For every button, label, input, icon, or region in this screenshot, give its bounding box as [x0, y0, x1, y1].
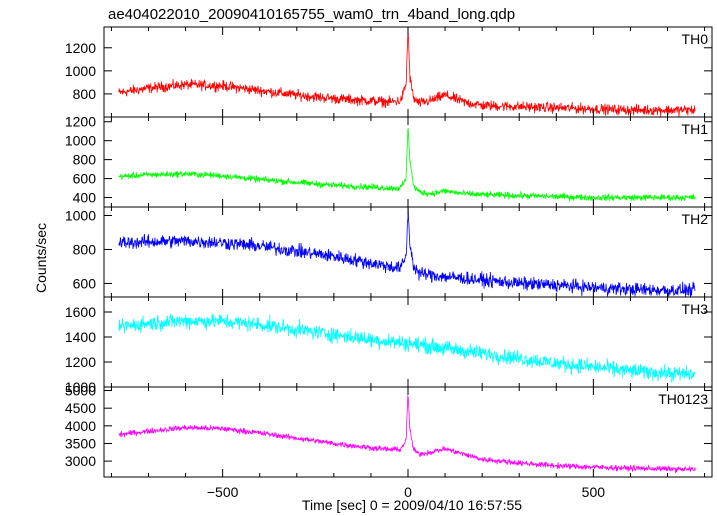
panel-frame: [103, 296, 713, 388]
x-axis-label: Time [sec] 0 = 2009/04/10 16:57:55: [302, 497, 522, 513]
series-th0123-line: [118, 394, 696, 473]
y-tick-label: 4500: [65, 400, 96, 416]
panel-th1: 400 600 800 1000 1200 TH1: [65, 114, 713, 208]
panel-label-th3: TH3: [682, 301, 709, 317]
x-tick-label: 500: [582, 484, 606, 500]
y-tick-label: 3500: [65, 435, 96, 451]
y-tick-label: 1000: [65, 207, 96, 223]
panels-group: 800 1000 1200 TH0 400 600 800 1000 1200 TH1 600 800…: [65, 26, 713, 500]
panel-th2: 600 800 1000 TH2: [65, 206, 713, 298]
y-tick-label: 1200: [65, 354, 96, 370]
panel-label-th0: TH0: [682, 31, 709, 47]
x-tick-label: −500: [207, 484, 239, 500]
x-tick-label: 0: [404, 484, 412, 500]
y-tick-label: 800: [73, 152, 97, 168]
chart-title: ae404022010_20090410165755_wam0_trn_4ban…: [108, 6, 515, 23]
y-tick-label: 1400: [65, 329, 96, 345]
y-tick-label: 4000: [65, 418, 96, 434]
y-tick-label: 1600: [65, 304, 96, 320]
y-tick-label: 600: [73, 275, 97, 291]
y-tick-label: 1000: [65, 63, 96, 79]
y-tick-label: 1000: [65, 379, 96, 395]
panel-frame: [103, 206, 713, 298]
y-tick-label: 1200: [65, 40, 96, 56]
y-tick-label: 800: [73, 241, 97, 257]
series-th2-line: [118, 207, 696, 297]
y-tick-label: 1000: [65, 133, 96, 149]
y-tick-label: 3000: [65, 453, 96, 469]
series-th3-line: [118, 313, 696, 383]
panel-th3: 1000 1200 1400 1600 TH3: [65, 296, 713, 395]
panel-label-th1: TH1: [682, 121, 709, 137]
panel-th0: 800 1000 1200 TH0: [65, 26, 713, 118]
y-tick-label: 400: [73, 190, 97, 206]
panel-label-th0123: TH0123: [658, 391, 708, 407]
series-th1-line: [118, 128, 696, 203]
y-axis-label: Counts/sec: [33, 223, 49, 293]
y-tick-label: 5000: [65, 383, 96, 399]
y-tick-label: 600: [73, 171, 97, 187]
panel-label-th2: TH2: [682, 211, 709, 227]
series-th0-line: [118, 33, 696, 117]
y-tick-label: 1200: [65, 114, 96, 130]
y-tick-label: 800: [73, 86, 97, 102]
